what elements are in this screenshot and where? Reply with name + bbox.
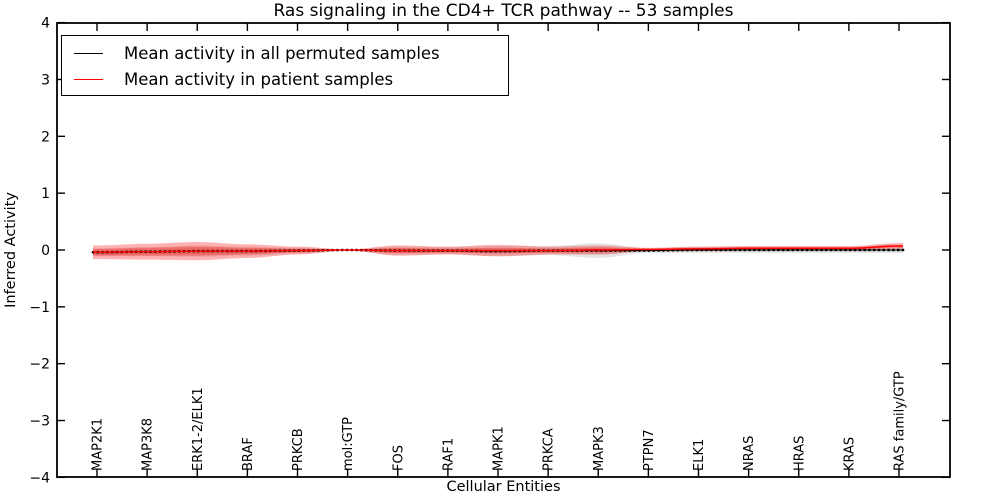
x-tick-label: MAPK1 — [492, 426, 507, 471]
x-tick-label: RAF1 — [441, 438, 456, 471]
x-tick-labels: MAP2K1 MAP3K8 ERK1-2/ELK1 BRAF PRKCB mol:GTP F… — [91, 371, 908, 471]
x-tick-label: MAP2K1 — [91, 418, 106, 471]
y-tick-label: 0 — [41, 243, 50, 259]
x-tick-label: PRKCA — [542, 428, 557, 471]
x-tick-label: PRKCB — [291, 428, 306, 471]
y-tick-label: 1 — [41, 186, 50, 202]
patient-mean-line — [93, 245, 903, 253]
y-tick-label: −4 — [29, 470, 50, 486]
x-tick-label: MAPK3 — [592, 426, 607, 471]
legend: Mean activity in all permuted samples Me… — [61, 35, 509, 96]
x-tick-label: ELK1 — [692, 439, 707, 471]
legend-label-patient: Mean activity in patient samples — [124, 69, 394, 89]
x-tick-label: ERK1-2/ELK1 — [191, 387, 206, 471]
x-tick-label: KRAS — [842, 437, 857, 471]
x-tick-label: NRAS — [742, 436, 757, 471]
y-tick-label: −3 — [29, 414, 50, 430]
x-tick-label: FOS — [391, 445, 406, 471]
legend-line-sample-black — [74, 52, 103, 54]
y-tick-label: 3 — [41, 73, 50, 89]
y-tick-label: −2 — [29, 357, 50, 373]
axis-ticks — [57, 21, 950, 479]
x-tick-label: BRAF — [241, 437, 256, 471]
y-tick-label: −1 — [29, 300, 50, 316]
legend-label-permuted: Mean activity in all permuted samples — [124, 43, 440, 63]
x-axis-label: Cellular Entities — [446, 479, 561, 495]
legend-line-sample-red — [74, 78, 103, 80]
y-tick-label: 4 — [41, 16, 50, 32]
y-tick-labels: 4 3 2 1 0 −1 −2 −3 −4 — [29, 16, 50, 487]
legend-entry-permuted: Mean activity in all permuted samples — [62, 40, 508, 66]
y-axis-label: Inferred Activity — [3, 192, 19, 308]
x-tick-label: MAP3K8 — [141, 418, 156, 471]
x-tick-label: mol:GTP — [341, 417, 356, 471]
legend-entry-patient: Mean activity in patient samples — [62, 66, 508, 92]
chart-title: Ras signaling in the CD4+ TCR pathway --… — [273, 1, 734, 21]
x-tick-label: RAS family/GTP — [893, 371, 908, 471]
x-tick-label: PTPN7 — [642, 429, 657, 471]
y-tick-label: 2 — [41, 129, 50, 145]
x-tick-label: HRAS — [792, 436, 807, 471]
